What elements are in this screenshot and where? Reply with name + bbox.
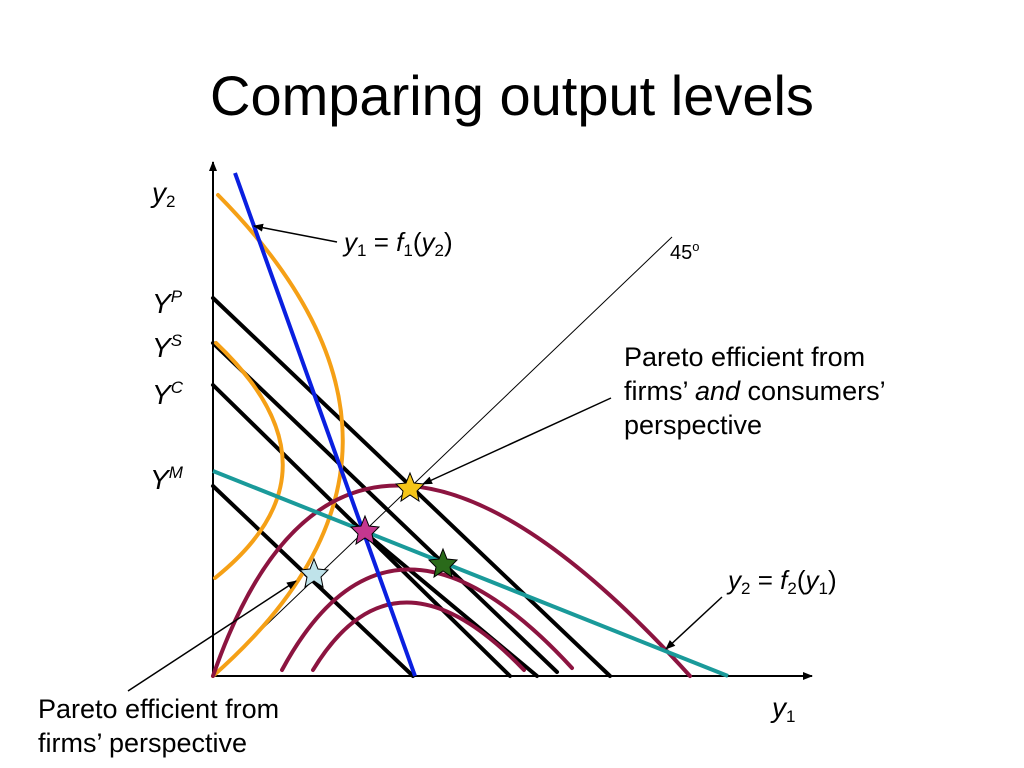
- level-ys-sup: S: [171, 331, 182, 350]
- y-axis-label: y2: [152, 178, 175, 217]
- angle-sup: o: [692, 239, 700, 254]
- iso-line-ys: [211, 341, 559, 674]
- forty-five-degree-line: [212, 236, 673, 677]
- f1-lhs-sub: 1: [357, 241, 367, 260]
- f2-arg-sub: 1: [818, 579, 828, 598]
- f2-pointer-arrow: [665, 596, 723, 650]
- note-both-line3: perspective: [624, 410, 763, 440]
- note-pareto-both: Pareto efficient from firms’ and consume…: [624, 340, 886, 442]
- f1-label: y1 = f1(y2): [344, 227, 453, 266]
- level-yc-letter: Y: [152, 379, 171, 410]
- level-yp-letter: Y: [152, 288, 171, 319]
- note-both-line1: Pareto efficient from: [624, 342, 866, 372]
- star-pareto-firms: [298, 557, 330, 589]
- level-yc-sup: C: [171, 378, 183, 397]
- f1-lhs-var: y: [344, 227, 357, 257]
- f2-fn: f: [780, 565, 788, 595]
- both-pointer-arrow: [422, 397, 612, 485]
- consumer-curve-2: [280, 567, 574, 672]
- slide-title: Comparing output levels: [210, 64, 814, 127]
- consumer-curve-1: [211, 483, 692, 678]
- f2-lhs-sub: 2: [741, 579, 751, 598]
- firm-curve-inner: [213, 341, 285, 580]
- f1-close: ): [443, 227, 453, 257]
- f1-pointer-arrow: [253, 223, 338, 243]
- note-pareto-firms: Pareto efficient from firms’ perspective: [38, 692, 279, 760]
- f1-arg-sub: 2: [434, 241, 444, 260]
- f1-line: [233, 172, 417, 677]
- f1-arg-var: y: [421, 227, 435, 257]
- star-green: [427, 547, 459, 579]
- f2-line: [212, 469, 729, 678]
- f2-arg-var: y: [805, 565, 819, 595]
- f2-label: y2 = f2(y1): [728, 565, 837, 604]
- f1-open: (: [412, 227, 422, 257]
- level-ys-sup-text: S: [170, 331, 183, 350]
- level-yc-sup-text: C: [170, 378, 183, 397]
- f2-fn-sub: 2: [787, 579, 797, 598]
- y-axis-var: y: [152, 177, 166, 208]
- f2-lhs-var: y: [728, 565, 741, 595]
- consumer-curve-3: [311, 600, 526, 672]
- f1-fn: f: [396, 227, 404, 257]
- f2-close: ): [827, 565, 837, 595]
- star-pareto-both: [394, 471, 426, 503]
- level-ys-letter: Y: [152, 332, 171, 363]
- x-axis-label: y1: [772, 693, 795, 732]
- level-label-ym: YM: [150, 458, 183, 495]
- note-both-line2-a: firms’: [624, 376, 695, 406]
- firm-curves: [211, 193, 345, 678]
- consumer-curves: [211, 483, 692, 678]
- firm-curve-outer: [211, 193, 345, 678]
- note-firms-line1: Pareto efficient from: [38, 694, 280, 724]
- level-label-yp: YP: [152, 282, 182, 319]
- note-firms-line2: firms’ perspective: [38, 728, 248, 758]
- level-ym-sup-text: M: [168, 463, 183, 482]
- level-ym-sup: M: [169, 463, 183, 482]
- level-label-yc: YC: [152, 373, 183, 410]
- firms-pointer-arrow: [127, 580, 297, 692]
- note-both-line2: firms’ and consumers’: [624, 374, 886, 408]
- f2-eq: =: [750, 565, 781, 595]
- y-axis-sub: 2: [166, 192, 176, 211]
- angle-value: 45: [670, 242, 693, 264]
- level-yp-sup-text: P: [170, 287, 183, 306]
- f1-eq: =: [366, 227, 397, 257]
- note-both-line2-c: consumers’: [740, 376, 886, 406]
- f2-open: (: [796, 565, 806, 595]
- x-axis-var: y: [772, 692, 786, 723]
- level-yp-sup: P: [171, 287, 182, 306]
- note-both-line2-b: and: [694, 376, 741, 406]
- star-magenta: [349, 514, 381, 546]
- x-axis-sub: 1: [786, 707, 796, 726]
- level-label-ys: YS: [152, 326, 182, 363]
- level-ym-letter: Y: [150, 464, 169, 495]
- f1-fn-sub: 1: [403, 241, 413, 260]
- angle-label: 45o: [670, 232, 699, 268]
